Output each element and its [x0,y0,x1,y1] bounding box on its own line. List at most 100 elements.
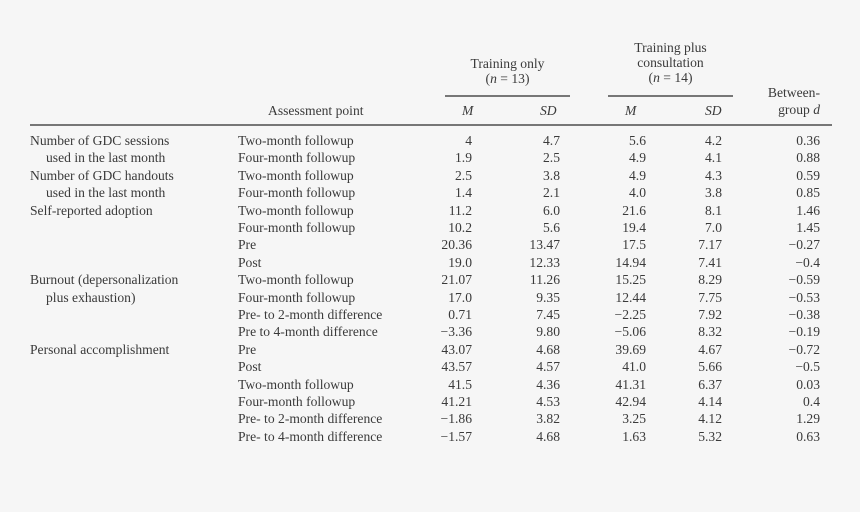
group2-underline [608,95,733,97]
measure-cell: Burnout (depersonalization [30,272,179,288]
measure-cell: Number of GDC handouts [30,167,174,183]
table-row: Pre to 4-month difference −3.36 9.80 −5.06 8… [0,323,860,340]
sd1-cell: 3.8 [543,167,560,183]
assessment-point-cell: Two-month followup [238,167,354,183]
group2-title-line1: Training plus [634,40,707,55]
assessment-point-cell: Post [238,359,262,375]
m1-cell: 19.0 [448,254,472,270]
m1-cell: 41.21 [441,394,472,409]
assessment-point-cell: Two-month followup [238,376,354,392]
table-row: Pre- to 4-month difference −1.57 4.68 1.63 5… [0,428,860,445]
measure-cell: used in the last month [46,185,166,201]
m1-cell: −3.36 [440,324,472,340]
group1-title-text: Training only [470,56,545,71]
sd2-cell: 4.1 [705,150,722,166]
m2-header: M [625,103,637,118]
m1-cell: 1.4 [455,185,472,201]
assessment-point-cell: Post [238,254,262,270]
m2-cell: 4.9 [629,167,646,183]
group1-n-value: = 13 [500,71,525,86]
group2-n-value: = 14 [663,70,688,85]
m1-cell: 2.5 [455,167,472,183]
between-d-cell: 1.46 [796,202,820,218]
sd2-cell: 8.32 [698,324,722,340]
m1-cell: 43.57 [441,359,472,375]
sd1-cell: 4.57 [536,359,560,375]
m2-cell: −2.25 [614,307,646,322]
m1-cell: 21.07 [441,272,472,288]
m2-cell: −5.06 [614,324,646,340]
sd2-cell: 3.8 [705,185,722,201]
sd1-cell: 9.35 [536,289,560,305]
sd2-cell: 7.92 [698,307,722,322]
measure-cell: Number of GDC sessions [30,133,170,148]
sd2-cell: 7.75 [698,289,722,305]
table-row: Four-month followup 10.2 5.6 19.4 7.0 1.45 [0,219,860,236]
between-line2: group [778,102,810,118]
assessment-point-cell: Four-month followup [238,185,356,201]
m2-cell: 19.4 [622,220,646,235]
sd2-header: SD [705,103,722,118]
m1-cell: 43.07 [441,341,472,357]
table-row: used in the last month Four-month followu… [0,149,860,166]
sd1-cell: 2.5 [543,150,560,166]
m2-cell: 12.44 [615,289,646,305]
m2-cell: 5.6 [629,133,646,148]
table-row: Personal accomplishment Pre 43.07 4.68 39.69… [0,341,860,358]
sd2-cell: 4.2 [705,133,722,148]
sd2-cell: 4.3 [705,167,722,183]
assessment-point-cell: Pre- to 4-month difference [238,428,383,444]
assessment-point-cell: Pre [238,237,257,253]
between-d-cell: 0.63 [796,428,820,444]
header-rule [30,124,832,126]
between-d-cell: 0.59 [796,167,820,183]
table-row: Pre- to 2-month difference 0.71 7.45 −2.25 7… [0,306,860,323]
between-d-cell: −0.19 [788,324,820,340]
between-d-cell: −0.4 [795,254,820,270]
group1-n-label: n [490,71,497,86]
sd2-cell: 8.29 [698,272,722,288]
between-d-cell: 0.36 [796,133,820,148]
measure-cell: plus exhaustion) [46,289,136,305]
table-row: Four-month followup 41.21 4.53 42.94 4.14 0.4 [0,393,860,410]
sd1-cell: 4.36 [536,376,560,392]
sd1-cell: 4.53 [536,394,560,409]
table-row: Post 43.57 4.57 41.0 5.66 −0.5 [0,358,860,375]
assessment-point-cell: Two-month followup [238,202,354,218]
sd2-cell: 5.66 [698,359,722,375]
m2-cell: 1.63 [622,428,646,444]
group1-underline [445,95,570,97]
sd1-cell: 9.80 [536,324,560,340]
m2-cell: 41.31 [615,376,646,392]
sd1-cell: 13.47 [529,237,560,253]
m2-cell: 4.0 [629,185,646,201]
sd1-cell: 5.6 [543,220,560,235]
m2-cell: 15.25 [615,272,646,288]
m1-cell: 0.71 [448,307,472,322]
sd1-cell: 3.82 [536,411,560,427]
table-row: Pre 20.36 13.47 17.5 7.17 −0.27 [0,236,860,253]
assessment-point-cell: Four-month followup [238,289,356,305]
between-d-cell: −0.5 [795,359,820,375]
between-d-cell: 0.03 [796,376,820,392]
table-row: Post 19.0 12.33 14.94 7.41 −0.4 [0,254,860,271]
between-d-cell: 0.85 [796,185,820,201]
m1-cell: 1.9 [455,150,472,166]
sd1-header: SD [540,103,557,118]
m1-cell: 20.36 [441,237,472,253]
between-d-cell: −0.59 [788,272,820,288]
between-d-cell: 0.4 [803,394,820,409]
assessment-point-cell: Pre to 4-month difference [238,324,378,340]
m2-cell: 21.6 [622,202,646,218]
between-d-cell: −0.38 [788,307,820,322]
m2-cell: 41.0 [622,359,646,375]
assessment-point-cell: Two-month followup [238,272,354,288]
between-d-cell: 0.88 [796,150,820,166]
m2-cell: 39.69 [615,341,646,357]
sd2-cell: 8.1 [705,202,722,218]
m1-cell: −1.57 [440,428,472,444]
between-group-header: Between- group d [760,84,820,119]
table-row: used in the last month Four-month followu… [0,184,860,201]
sd1-cell: 12.33 [529,254,560,270]
sd2-cell: 4.12 [698,411,722,427]
